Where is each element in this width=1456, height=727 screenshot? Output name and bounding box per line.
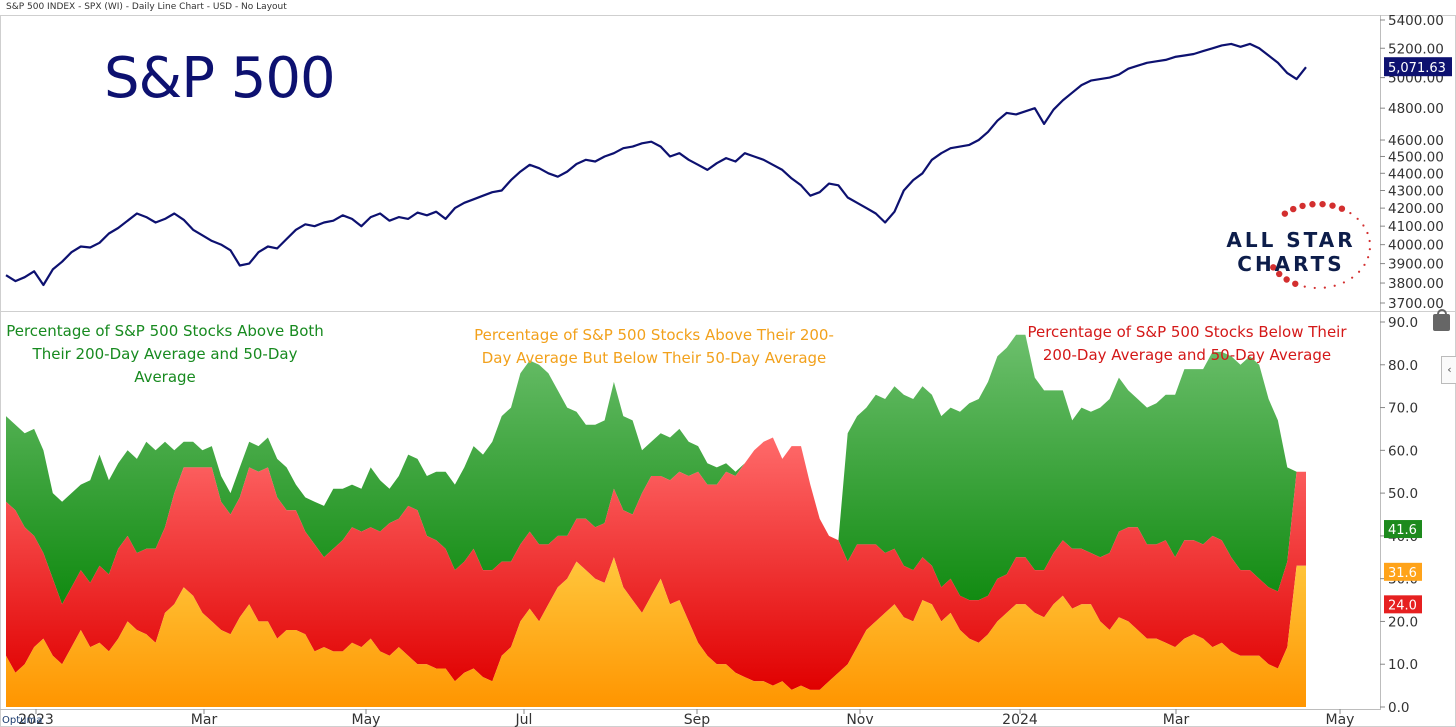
- y-tick-label-top: 3800.00: [1388, 276, 1444, 292]
- logo-star-icon: [1309, 201, 1316, 208]
- logo-star-icon: [1303, 285, 1306, 288]
- logo-star-icon: [1299, 202, 1306, 210]
- label-green-series: Percentage of S&P 500 Stocks Above Both …: [6, 322, 324, 386]
- logo-star-icon: [1368, 248, 1371, 251]
- logo-star-icon: [1349, 212, 1352, 215]
- logo-star-icon: [1367, 256, 1370, 259]
- chart-header: S&P 500 INDEX - SPX (WI) - Daily Line Ch…: [6, 2, 287, 12]
- logo-star-icon: [1351, 276, 1354, 279]
- y-tick-label-top: 4000.00: [1388, 238, 1444, 254]
- y-tick-label-top: 5200.00: [1388, 41, 1444, 57]
- y-tick-label-top: 5400.00: [1388, 13, 1444, 29]
- y-tick-label-top: 4300.00: [1388, 184, 1444, 200]
- label-orange-series: Percentage of S&P 500 Stocks Above Their…: [474, 326, 834, 367]
- area-orange-series: [6, 557, 1306, 707]
- y-tick-label-bottom: 70.0: [1388, 401, 1418, 417]
- x-tick-label: 2024: [1002, 712, 1038, 727]
- last-price-tag: [1384, 57, 1452, 77]
- logo-star-icon: [1290, 205, 1297, 213]
- y-tick-label-bottom: 80.0: [1388, 358, 1418, 374]
- logo-star-icon: [1333, 284, 1336, 287]
- chart-title: S&P 500: [104, 46, 336, 111]
- logo-star-icon: [1329, 202, 1336, 209]
- area-green-series: [6, 334, 1306, 605]
- logo-line2: CHARTS: [1237, 252, 1345, 276]
- logo-star-icon: [1357, 270, 1361, 273]
- logo-star-icon: [1319, 200, 1326, 208]
- logo-star-icon: [1363, 263, 1366, 266]
- x-tick-label: Sep: [684, 712, 711, 727]
- y-tick-label-top: 4600.00: [1388, 133, 1444, 149]
- last-value-label-orange: 31.6: [1388, 566, 1417, 581]
- logo-star-icon: [1270, 264, 1277, 271]
- last-value-tag-orange: [1384, 562, 1422, 581]
- logo-star-icon: [1276, 270, 1283, 278]
- logo-star-icon: [1342, 281, 1346, 284]
- logo-star-icon: [1368, 239, 1371, 243]
- x-tick-label: Mar: [191, 712, 218, 727]
- x-tick-label: Mar: [1163, 712, 1190, 727]
- area-red-series: [6, 437, 1306, 690]
- x-tick-label: Jul: [515, 712, 533, 727]
- y-tick-label-top: 4800.00: [1388, 101, 1444, 117]
- optuma-brand: Optuma: [2, 715, 43, 726]
- logo-star-icon: [1313, 286, 1316, 290]
- last-value-label-green: 41.6: [1388, 523, 1417, 538]
- x-tick-label: 2023: [18, 712, 54, 727]
- last-value-label-red: 24.0: [1388, 598, 1417, 613]
- y-tick-label-top: 4400.00: [1388, 166, 1444, 182]
- x-tick-label: May: [352, 712, 381, 727]
- y-tick-label-bottom: 60.0: [1388, 443, 1418, 459]
- x-tick-label: Nov: [846, 712, 873, 727]
- y-tick-label-bottom: 90.0: [1388, 315, 1418, 331]
- all-star-charts-logo: ALL STAR CHARTS: [1226, 228, 1356, 276]
- logo-star-icon: [1366, 231, 1369, 235]
- y-tick-label-bottom: 0.0: [1388, 700, 1409, 716]
- logo-star-icon: [1338, 205, 1346, 212]
- logo-star-icon: [1283, 276, 1290, 283]
- y-tick-label-bottom: 10.0: [1388, 657, 1418, 673]
- label-red-series: Percentage of S&P 500 Stocks Below Their…: [1027, 323, 1347, 364]
- logo-star-icon: [1362, 224, 1365, 227]
- y-tick-label-top: 4500.00: [1388, 149, 1444, 165]
- logo-star-icon: [1323, 286, 1326, 289]
- logo-star-icon: [1356, 217, 1359, 220]
- y-tick-label-bottom: 20.0: [1388, 614, 1418, 630]
- y-tick-label-bottom: 50.0: [1388, 486, 1418, 502]
- x-tick-label: May: [1326, 712, 1355, 727]
- collapse-panel-button[interactable]: ‹: [1441, 356, 1456, 384]
- y-tick-label-top: 3900.00: [1388, 257, 1444, 273]
- logo-star-icon: [1292, 280, 1299, 287]
- spx-price-line: [5, 42, 1307, 287]
- last-value-tag-red: [1384, 595, 1422, 614]
- y-tick-label-top: 3700.00: [1388, 296, 1444, 312]
- y-tick-label-top: 4100.00: [1388, 219, 1444, 235]
- y-tick-label-top: 4200.00: [1388, 201, 1444, 217]
- logo-line1: ALL STAR: [1226, 228, 1356, 252]
- logo-star-icon: [1281, 210, 1289, 217]
- last-price-label: 5,071.63: [1388, 61, 1446, 76]
- last-value-tag-green: [1384, 520, 1422, 539]
- lock-icon[interactable]: [1433, 309, 1450, 331]
